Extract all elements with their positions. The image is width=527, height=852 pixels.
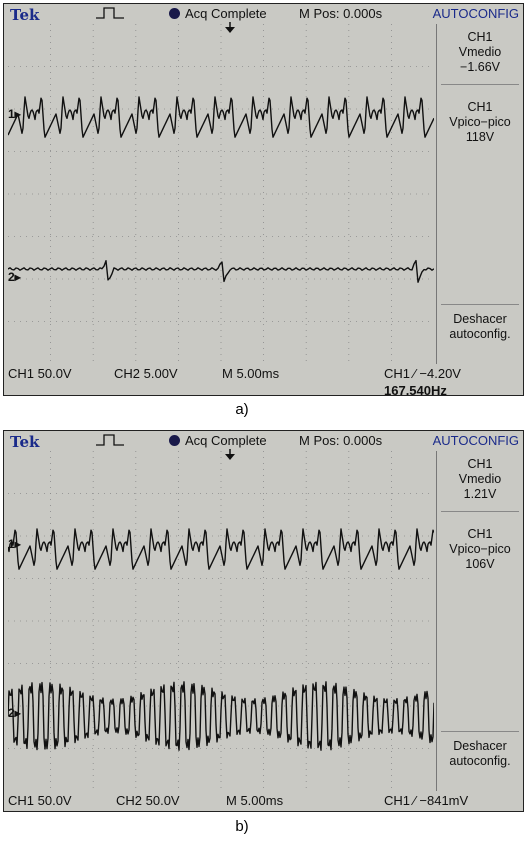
ch2-scale: CH2 50.0V	[116, 793, 180, 808]
trigger-position-arrow-icon	[225, 22, 235, 33]
status-bar: Tek Acq Complete M Pos: 0.000s AUTOCONFI…	[4, 431, 523, 451]
undo-autoconfig-button[interactable]: Deshacer autoconfig.	[437, 312, 523, 342]
vmedio-label: Vmedio	[458, 472, 502, 486]
ch2-trace	[8, 259, 434, 283]
vpp-label: Vpico−pico	[449, 115, 511, 129]
undo-label-2: autoconfig.	[449, 327, 511, 341]
menu-divider	[441, 511, 519, 512]
m-position: M Pos: 0.000s	[299, 433, 383, 448]
scope-screen-a: Tek Acq Complete M Pos: 0.000s AUTOCONFI…	[3, 3, 524, 398]
acq-status: Acq Complete	[169, 433, 267, 448]
caption-b: b)	[235, 818, 249, 835]
trigger-pulse-icon	[96, 7, 124, 19]
vpp-readout[interactable]: CH1 Vpico−pico 118V	[437, 100, 523, 145]
ch1-ground-marker: 1▸	[8, 107, 22, 121]
vpp-readout[interactable]: CH1 Vpico−pico 106V	[437, 527, 523, 572]
time-scale: M 5.00ms	[222, 366, 280, 381]
ch1-trace	[8, 96, 434, 138]
m-position: M Pos: 0.000s	[299, 6, 383, 21]
status-bar: Tek Acq Complete M Pos: 0.000s AUTOCONFI…	[4, 4, 523, 24]
vmedio-channel: CH1	[467, 30, 493, 44]
ch2-scale: CH2 5.00V	[114, 366, 178, 381]
vmedio-value: 1.21V	[463, 487, 497, 501]
trigger-position-arrow-icon	[225, 449, 235, 460]
undo-label-2: autoconfig.	[449, 754, 511, 768]
waveform-display: 1▸ 2▸	[8, 451, 434, 791]
vmedio-label: Vmedio	[458, 45, 502, 59]
ch1-scale: CH1 50.0V	[8, 366, 72, 381]
trigger-pulse-icon	[96, 434, 124, 446]
vmedio-readout[interactable]: CH1 Vmedio 1.21V	[437, 457, 523, 502]
run-indicator-icon	[169, 8, 180, 19]
graticule	[8, 451, 434, 791]
autoconfig-menu: CH1 Vmedio −1.66V CH1 Vpico−pico 118V De…	[436, 24, 523, 364]
ch2-ground-marker: 2▸	[8, 270, 22, 284]
brand-logo: Tek	[10, 6, 40, 24]
vpp-channel: CH1	[467, 527, 493, 541]
brand-logo: Tek	[10, 433, 40, 451]
time-scale: M 5.00ms	[226, 793, 284, 808]
trigger-level: CH1 ∕ −841mV	[384, 793, 469, 808]
autoconfig-title: AUTOCONFIG	[432, 433, 519, 448]
menu-divider	[441, 304, 519, 305]
undo-autoconfig-button[interactable]: Deshacer autoconfig.	[437, 739, 523, 769]
run-indicator-icon	[169, 435, 180, 446]
ch1-trace	[8, 528, 434, 570]
frequency-readout: 167.540Hz	[384, 383, 447, 398]
scale-readout-bar: CH1 50.0V CH2 50.0V M 5.00ms CH1 ∕ −841m…	[4, 791, 523, 821]
waveform-display: 1▸ 2▸	[8, 24, 434, 364]
autoconfig-title: AUTOCONFIG	[432, 6, 519, 21]
ch1-ground-marker: 1▸	[8, 537, 22, 551]
vpp-value: 118V	[465, 130, 495, 144]
vpp-value: 106V	[465, 557, 495, 571]
menu-divider	[441, 84, 519, 85]
acq-status-text: Acq Complete	[185, 433, 267, 448]
undo-label-1: Deshacer	[453, 312, 507, 326]
vpp-label: Vpico−pico	[449, 542, 511, 556]
vmedio-readout[interactable]: CH1 Vmedio −1.66V	[437, 30, 523, 75]
acq-status-text: Acq Complete	[185, 6, 267, 21]
caption-a: a)	[235, 401, 249, 418]
ch1-scale: CH1 50.0V	[8, 793, 72, 808]
autoconfig-menu: CH1 Vmedio 1.21V CH1 Vpico−pico 106V Des…	[436, 451, 523, 791]
undo-label-1: Deshacer	[453, 739, 507, 753]
ch2-ground-marker: 2▸	[8, 706, 22, 720]
scope-screen-b: Tek Acq Complete M Pos: 0.000s AUTOCONFI…	[3, 430, 524, 812]
scale-readout-bar: CH1 50.0V CH2 5.00V M 5.00ms CH1 ∕ −4.20…	[4, 364, 523, 398]
vpp-channel: CH1	[467, 100, 493, 114]
ch2-trace	[8, 681, 434, 751]
vmedio-value: −1.66V	[460, 60, 500, 74]
acq-status: Acq Complete	[169, 6, 267, 21]
menu-divider	[441, 731, 519, 732]
vmedio-channel: CH1	[467, 457, 493, 471]
trigger-level: CH1 ∕ −4.20V	[384, 366, 461, 381]
graticule	[8, 24, 434, 364]
